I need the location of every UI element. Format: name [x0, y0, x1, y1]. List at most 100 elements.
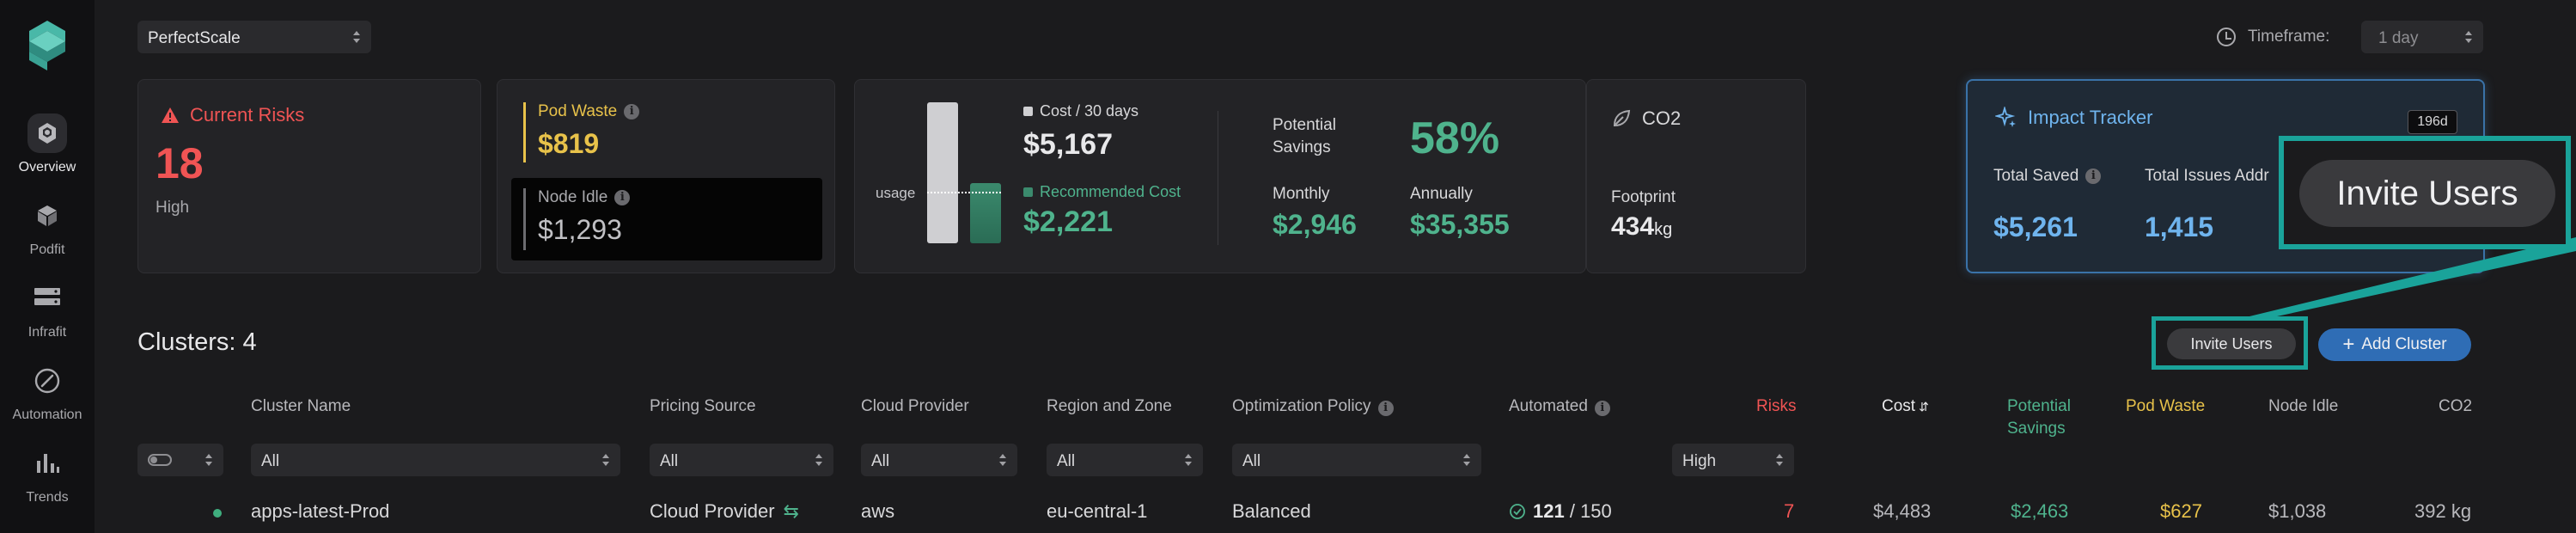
cost-value: $5,167	[1023, 128, 1113, 161]
automated-cell: 121 / 150	[1509, 500, 1612, 523]
leaf-icon	[1613, 109, 1631, 127]
organization-name: PerfectScale	[148, 29, 241, 47]
current-risks-card[interactable]: Current Risks 18 High	[137, 79, 481, 273]
info-icon[interactable]: i	[1594, 401, 1610, 416]
potential-savings-cell: $2,463	[2011, 500, 2069, 522]
annually-label: Annually	[1410, 185, 1473, 203]
column-header-region[interactable]: Region and Zone	[1047, 397, 1172, 415]
sparkle-icon	[1995, 107, 2016, 127]
sidebar-item-label: Podfit	[29, 242, 65, 257]
region-filter[interactable]: All	[1047, 444, 1203, 476]
cluster-name-cell[interactable]: apps-latest-Prod	[251, 500, 390, 522]
recommended-cost-legend: Recommended Cost	[1023, 183, 1181, 201]
node-idle-cell: $1,038	[2268, 500, 2327, 522]
status-toggle-filter[interactable]	[137, 444, 223, 476]
column-header-cluster-name[interactable]: Cluster Name	[251, 397, 351, 415]
select-arrows-icon	[815, 452, 823, 468]
select-arrows-icon	[1775, 452, 1784, 468]
pricing-source-cell: Cloud Provider ⇆	[650, 500, 799, 522]
column-header-optimization-policy[interactable]: Optimization Policy i	[1232, 395, 1394, 418]
select-arrows-icon	[204, 452, 213, 468]
organization-select[interactable]: PerfectScale	[137, 21, 371, 53]
region-cell: eu-central-1	[1047, 500, 1148, 522]
timeframe-select[interactable]: 1 day	[2361, 21, 2483, 53]
node-idle-block: Node Idle i $1,293	[511, 178, 822, 260]
sidebar-item-label: Infrafit	[27, 325, 67, 340]
sidebar-item-label: Trends	[26, 490, 69, 505]
column-header-pod-waste[interactable]: Pod Waste	[2126, 397, 2206, 415]
current-risks-severity: High	[156, 199, 190, 217]
swap-icon[interactable]: ⇆	[783, 500, 799, 522]
cost-card[interactable]: usage Cost / 30 days $5,167 Recommended …	[854, 79, 1586, 273]
pod-waste-label: Pod Waste i	[538, 102, 640, 121]
legend-swatch-icon	[1023, 107, 1033, 116]
risks-cell: 7	[1784, 500, 1795, 522]
select-arrows-icon	[1184, 452, 1193, 468]
current-risks-count: 18	[156, 139, 204, 187]
select-arrows-icon	[2464, 29, 2473, 45]
invite-users-zoom-callout: Invite Users	[2279, 136, 2571, 249]
cost-cell: $4,483	[1873, 500, 1932, 522]
cube-icon	[27, 196, 67, 236]
sidebar-item-overview[interactable]: Overview	[0, 113, 95, 175]
column-header-cloud-provider[interactable]: Cloud Provider	[861, 397, 969, 415]
column-header-pricing-source[interactable]: Pricing Source	[650, 397, 756, 415]
info-icon[interactable]: i	[624, 104, 640, 119]
cloud-provider-cell: aws	[861, 500, 895, 522]
toggle-icon	[148, 454, 172, 466]
cloud-provider-filter[interactable]: All	[861, 444, 1017, 476]
add-cluster-button[interactable]: + Add Cluster	[2318, 328, 2471, 361]
clock-icon	[2217, 28, 2236, 46]
co2-footprint-label: Footprint	[1611, 188, 1676, 206]
sidebar-item-automation[interactable]: Automation	[0, 361, 95, 423]
waste-card[interactable]: Pod Waste i $819 Node Idle i $1,293	[497, 79, 835, 273]
cost-legend: Cost / 30 days	[1023, 102, 1138, 120]
sort-icon: ⇵	[1919, 400, 1929, 414]
sidebar: Overview Podfit Infrafit Automation Tren…	[0, 0, 95, 533]
potential-savings-label: Potential Savings	[1273, 116, 1336, 156]
info-icon[interactable]: i	[2085, 168, 2102, 184]
column-header-potential-savings[interactable]: Potential Savings	[2007, 397, 2071, 438]
pod-waste-block: Pod Waste i $819	[523, 102, 640, 162]
sidebar-item-infrafit[interactable]: Infrafit	[0, 279, 95, 340]
node-idle-value: $1,293	[538, 214, 622, 245]
pod-waste-value: $819	[538, 128, 600, 159]
column-header-automated[interactable]: Automated i	[1509, 395, 1610, 418]
pod-waste-cell: $627	[2160, 500, 2202, 522]
sidebar-item-podfit[interactable]: Podfit	[0, 196, 95, 258]
info-icon[interactable]: i	[1377, 401, 1394, 416]
column-header-co2[interactable]: CO2	[2439, 397, 2473, 415]
cluster-name-filter[interactable]: All	[251, 444, 620, 476]
node-idle-label: Node Idle i	[538, 188, 631, 207]
impact-period-badge: 196d	[2408, 110, 2457, 134]
total-issues-value: 1,415	[2145, 211, 2214, 242]
monthly-label: Monthly	[1273, 185, 1330, 203]
overview-icon	[27, 113, 67, 153]
select-arrows-icon	[601, 452, 610, 468]
column-header-risks[interactable]: Risks	[1756, 397, 1797, 415]
warning-icon	[162, 107, 179, 123]
perfectscale-logo-icon[interactable]	[26, 19, 69, 72]
usage-label: usage	[876, 185, 916, 201]
check-circle-icon	[1510, 504, 1525, 519]
total-issues-label: Total Issues Addr	[2145, 167, 2269, 185]
optimization-policy-filter[interactable]: All	[1232, 444, 1481, 476]
select-arrows-icon	[1462, 452, 1471, 468]
bar-chart-icon	[27, 444, 67, 483]
co2-title: CO2	[1611, 107, 1681, 130]
clusters-title: Clusters: 4	[137, 328, 257, 356]
invite-users-button-zoomed[interactable]: Invite Users	[2299, 160, 2555, 227]
cluster-status-dot	[213, 509, 222, 518]
co2-card[interactable]: CO2 Footprint 434kg	[1586, 79, 1806, 273]
column-header-node-idle[interactable]: Node Idle	[2268, 397, 2339, 415]
invite-users-button[interactable]: Invite Users	[2167, 328, 2296, 359]
monthly-value: $2,946	[1273, 209, 1357, 240]
pricing-source-filter[interactable]: All	[650, 444, 833, 476]
sidebar-item-trends[interactable]: Trends	[0, 444, 95, 505]
invite-users-highlight	[2152, 316, 2308, 370]
risks-filter[interactable]: High	[1672, 444, 1794, 476]
column-header-cost[interactable]: Cost ⇵	[1882, 397, 1929, 415]
info-icon[interactable]: i	[614, 190, 631, 205]
recommended-cost-value: $2,221	[1023, 205, 1113, 238]
optimization-policy-cell[interactable]: Balanced	[1232, 500, 1311, 522]
